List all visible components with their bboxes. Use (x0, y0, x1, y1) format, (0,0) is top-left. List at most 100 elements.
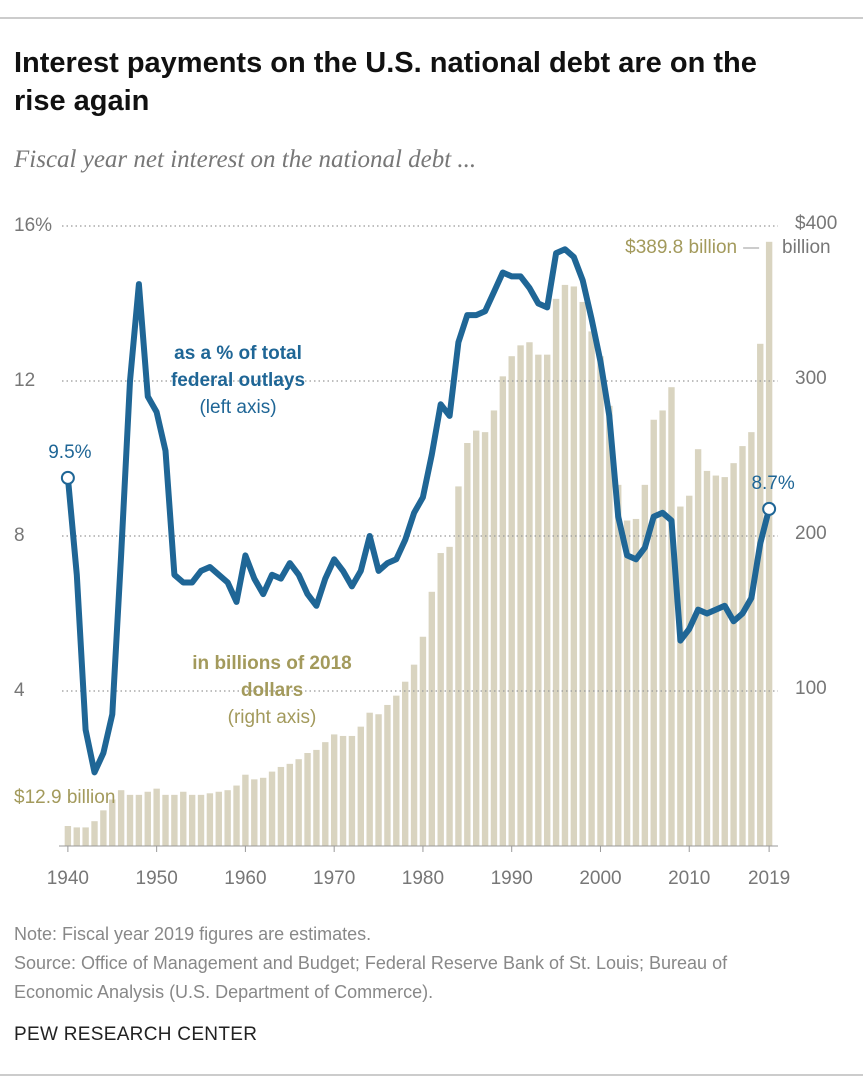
bar (677, 506, 684, 846)
bar (64, 826, 72, 846)
bar (455, 486, 462, 846)
bar (623, 520, 631, 846)
bar (82, 827, 89, 846)
bar (109, 799, 116, 846)
y-tick-label: 12 (14, 370, 35, 391)
x-tick-label: 1950 (136, 868, 178, 889)
bar (188, 794, 196, 846)
x-tick-label: 2019 (748, 868, 790, 889)
bar (739, 446, 746, 846)
bar (490, 410, 498, 846)
bars (64, 241, 773, 847)
bar (650, 419, 657, 846)
bar (615, 484, 622, 846)
series-axis-note: (right axis) (227, 707, 317, 728)
bar (91, 821, 98, 846)
bar (197, 794, 205, 846)
bar (330, 734, 338, 846)
series-label: as a % of total federal outlays (left axi… (148, 340, 328, 421)
point-marker (762, 501, 777, 516)
line-value-label: 8.7% (751, 473, 794, 494)
bar (473, 430, 480, 846)
bar (552, 298, 560, 847)
bar (162, 794, 169, 846)
bar (730, 463, 737, 846)
bar (348, 735, 356, 846)
y2-tick-label: 300 (795, 368, 827, 389)
bar (588, 331, 595, 846)
bar (517, 345, 524, 846)
chart-subtitle: Fiscal year net interest on the national… (14, 146, 477, 173)
bar (508, 356, 515, 846)
bar (73, 827, 80, 846)
bar (295, 759, 302, 846)
y2-tick-label: $400 (795, 213, 837, 234)
bar (135, 794, 143, 846)
credit: PEW RESEARCH CENTER (14, 1024, 258, 1045)
line-value-label: 9.5% (48, 442, 91, 463)
bar (100, 810, 107, 846)
bar (286, 763, 293, 846)
source: Source: Office of Management and Budget;… (14, 953, 728, 1002)
bar (268, 771, 276, 846)
bar (686, 495, 693, 846)
bar (242, 774, 249, 846)
bar (366, 712, 373, 846)
bar (126, 794, 134, 846)
y-tick-label: 16% (14, 215, 52, 236)
bar (632, 518, 640, 846)
bar (393, 695, 400, 846)
x-tick-label: 2000 (579, 868, 621, 889)
bar (694, 449, 702, 846)
chart-title: Interest payments on the U.S. national d… (14, 47, 757, 117)
bar (401, 681, 409, 846)
bar (144, 791, 151, 846)
bar (597, 356, 604, 846)
bar (659, 410, 666, 846)
x-tick-label: 1960 (224, 868, 266, 889)
y2-tick-label: 200 (795, 523, 827, 544)
bar (641, 484, 649, 846)
bar (322, 742, 329, 846)
bar (277, 766, 285, 846)
bar (304, 753, 311, 846)
line (64, 246, 773, 776)
bar (410, 664, 418, 846)
x-tick-label: 1970 (313, 868, 355, 889)
bar (215, 791, 222, 846)
bar (757, 343, 764, 846)
bar (206, 793, 214, 846)
note: Note: Fiscal year 2019 figures are estim… (14, 924, 372, 944)
bar (703, 470, 711, 846)
bar (464, 443, 471, 846)
bar (579, 301, 586, 846)
series-axis-note: (left axis) (199, 397, 277, 418)
bar (526, 342, 533, 846)
bar (428, 591, 436, 846)
bar (437, 553, 444, 846)
bar (446, 546, 453, 846)
bar (375, 714, 382, 846)
bar-value-label: $389.8 billion (625, 237, 737, 258)
y-tick-label: 8 (14, 525, 25, 546)
bar (570, 286, 578, 846)
bar (357, 726, 364, 846)
bar (259, 777, 267, 846)
bar (233, 785, 240, 846)
bar (171, 794, 178, 846)
bar (313, 749, 320, 846)
bar (544, 354, 551, 846)
bar (251, 779, 258, 846)
bar (481, 432, 489, 846)
point-marker (60, 470, 75, 485)
x-tick-label: 1980 (402, 868, 444, 889)
bar (721, 477, 728, 846)
y2-unit: billion (782, 237, 831, 258)
x-tick-label: 2010 (668, 868, 710, 889)
lines: 9.5% 8.7% (48, 246, 795, 776)
bar (712, 475, 720, 846)
bar (419, 636, 427, 846)
bar (499, 376, 507, 846)
